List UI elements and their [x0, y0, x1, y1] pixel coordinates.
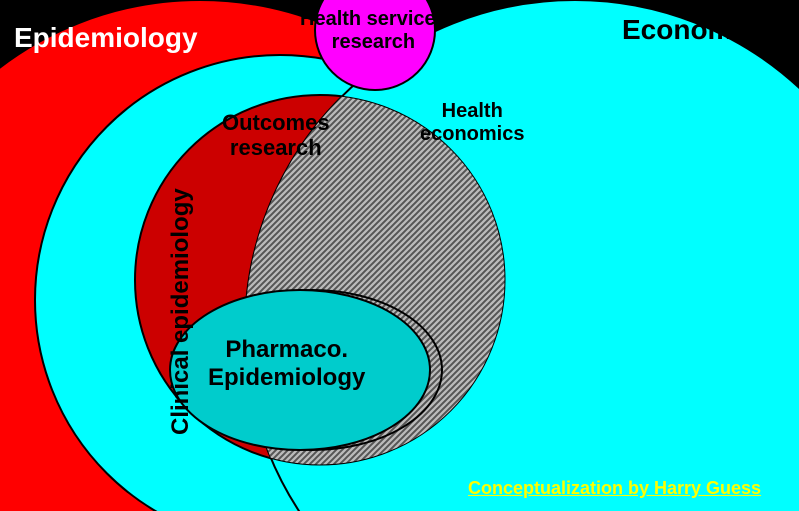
- label-clinical-epidemiology: Clinical epidemiology: [167, 188, 195, 435]
- venn-diagram: Epidemiology Economics Health services r…: [0, 0, 799, 511]
- label-health-services-research: Health services research: [300, 8, 447, 54]
- label-outcomes-research: Outcomes research: [222, 110, 330, 161]
- label-pharmaco-epidemiology: Pharmaco. Epidemiology: [208, 336, 365, 391]
- label-health-economics: Health economics: [420, 100, 524, 146]
- label-economics: Economics: [622, 14, 771, 46]
- venn-svg: [0, 0, 799, 511]
- label-epidemiology: Epidemiology: [14, 22, 198, 54]
- label-credit: Conceptualization by Harry Guess: [468, 478, 761, 499]
